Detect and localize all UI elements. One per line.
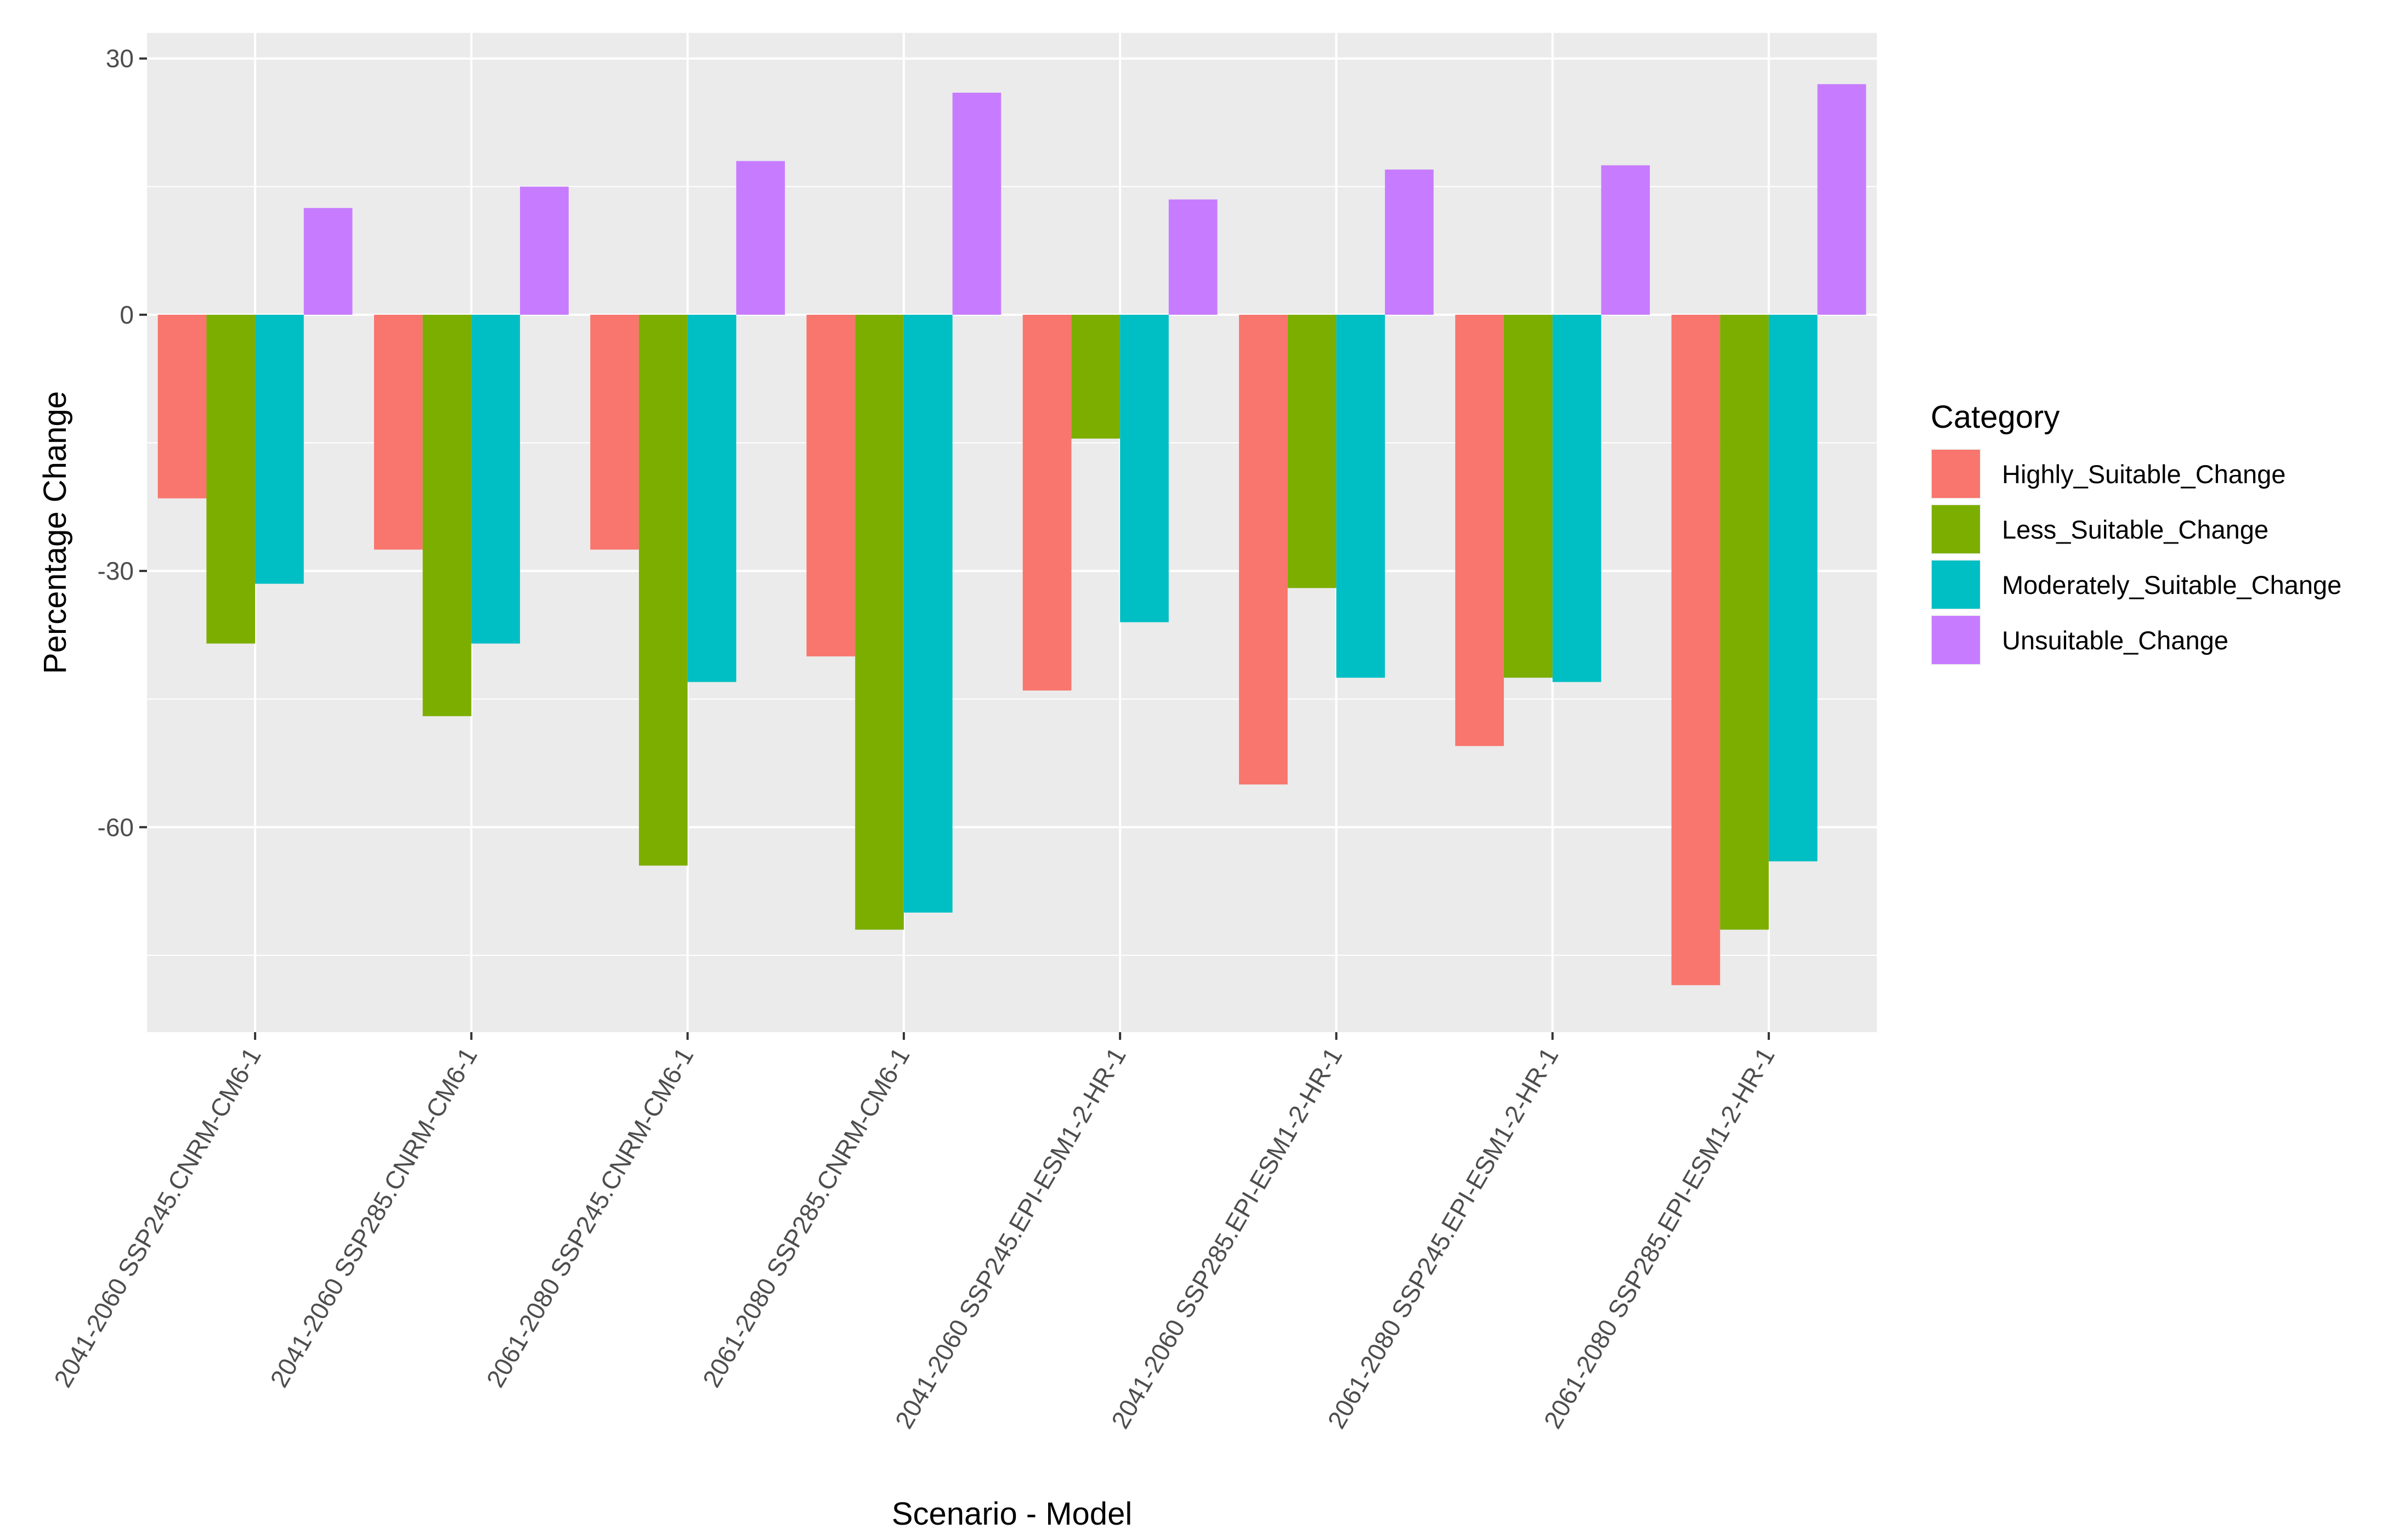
bar-moderately-suitable-change: [471, 314, 521, 644]
x-tick-label: 2041-2060 SSP285.EPI-ESM1-2-HR-1: [1106, 1043, 1348, 1433]
bar-less-suitable-change: [422, 314, 472, 716]
bar-highly-suitable-change: [1238, 314, 1288, 785]
bar-less-suitable-change: [638, 314, 688, 866]
y-tick-label: 0: [120, 301, 134, 329]
bar-highly-suitable-change: [1022, 314, 1072, 691]
bar-highly-suitable-change: [806, 314, 856, 656]
bar-unsuitable-change: [1385, 169, 1434, 315]
bar-less-suitable-change: [1287, 314, 1337, 588]
bar-moderately-suitable-change: [1552, 314, 1602, 682]
bar-moderately-suitable-change: [1768, 314, 1818, 862]
bar-moderately-suitable-change: [903, 314, 953, 913]
bars: [157, 84, 1866, 986]
y-tick-label: -30: [98, 557, 134, 585]
bar-unsuitable-change: [303, 208, 353, 315]
x-axis-label: Scenario - Model: [892, 1496, 1132, 1532]
bar-highly-suitable-change: [1455, 314, 1504, 746]
legend-label: Moderately_Suitable_Change: [2002, 570, 2341, 599]
bar-less-suitable-change: [1503, 314, 1553, 678]
legend-label: Unsuitable_Change: [2002, 626, 2228, 655]
legend-key-highly-suitable-change: [1932, 450, 1980, 498]
y-tick-label: 30: [106, 44, 134, 73]
bar-unsuitable-change: [520, 186, 569, 315]
legend-key-less-suitable-change: [1932, 505, 1980, 553]
bar-highly-suitable-change: [374, 314, 423, 550]
legend-key-unsuitable-change: [1932, 616, 1980, 664]
bar-unsuitable-change: [1168, 199, 1218, 315]
legend-label: Less_Suitable_Change: [2002, 515, 2268, 544]
y-axis-label: Percentage Change: [37, 391, 73, 674]
x-tick-label: 2041-2060 SSP245.CNRM-CM6-1: [48, 1043, 267, 1392]
bar-moderately-suitable-change: [1120, 314, 1169, 622]
y-tick-label: -60: [98, 813, 134, 841]
x-tick-label: 2061-2080 SSP245.CNRM-CM6-1: [480, 1043, 699, 1392]
legend-key-moderately-suitable-change: [1932, 560, 1980, 609]
bar-unsuitable-change: [736, 161, 785, 315]
legend-title: Category: [1931, 399, 2060, 435]
x-tick-label: 2061-2080 SSP285.EPI-ESM1-2-HR-1: [1538, 1043, 1780, 1433]
bar-highly-suitable-change: [1671, 314, 1721, 986]
bar-moderately-suitable-change: [1336, 314, 1385, 678]
bar-highly-suitable-change: [590, 314, 639, 550]
bar-unsuitable-change: [952, 93, 1002, 315]
bar-less-suitable-change: [855, 314, 904, 930]
x-tick-label: 2041-2060 SSP245.EPI-ESM1-2-HR-1: [889, 1043, 1131, 1433]
bar-moderately-suitable-change: [255, 314, 304, 584]
bar-less-suitable-change: [206, 314, 256, 644]
x-tick-label: 2041-2060 SSP285.CNRM-CM6-1: [264, 1043, 483, 1392]
bar-moderately-suitable-change: [687, 314, 737, 682]
bar-highly-suitable-change: [157, 314, 207, 499]
bar-less-suitable-change: [1071, 314, 1121, 439]
x-tick-label: 2061-2080 SSP245.EPI-ESM1-2-HR-1: [1322, 1043, 1564, 1433]
legend: Category Highly_Suitable_Change Less_Suit…: [1931, 399, 2341, 665]
x-tick-label: 2061-2080 SSP285.CNRM-CM6-1: [697, 1043, 915, 1392]
bar-less-suitable-change: [1720, 314, 1769, 930]
legend-label: Highly_Suitable_Change: [2002, 460, 2285, 489]
bar-unsuitable-change: [1601, 165, 1650, 315]
bar-unsuitable-change: [1817, 84, 1866, 315]
